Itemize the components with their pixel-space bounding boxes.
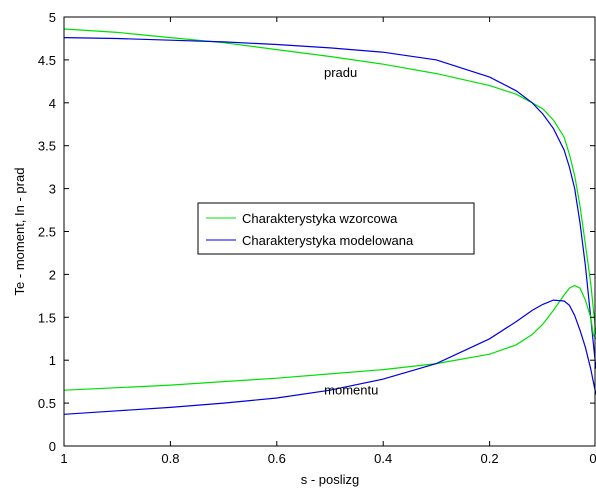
y-tick-label: 4.5 bbox=[38, 53, 56, 68]
series-line-1 bbox=[63, 37, 596, 369]
legend: Charakterystyka wzorcowa Charakterystyka… bbox=[197, 202, 475, 255]
x-tick-label: 1 bbox=[60, 451, 67, 466]
x-tick-label: 0.6 bbox=[268, 451, 286, 466]
y-tick-label: 1.5 bbox=[38, 310, 56, 325]
y-tick-label: 2.5 bbox=[38, 225, 56, 240]
x-axis-label: s - poslizg bbox=[301, 472, 360, 487]
annotation-momentu: momentu bbox=[324, 383, 378, 398]
legend-label-modelowana: Charakterystyka modelowana bbox=[242, 233, 414, 248]
y-axis-label: Te - moment, In - prad bbox=[12, 168, 27, 296]
y-tick-label: 0 bbox=[49, 439, 56, 454]
y-tick-label: 0.5 bbox=[38, 396, 56, 411]
x-tick-label: 0.8 bbox=[161, 451, 179, 466]
series-layer bbox=[63, 28, 596, 415]
legend-label-wzorcowa: Charakterystyka wzorcowa bbox=[242, 211, 398, 226]
annotation-layer: pradu momentu bbox=[324, 65, 378, 397]
x-tick-label: 0.2 bbox=[481, 451, 499, 466]
legend-box bbox=[197, 202, 475, 255]
annotation-pradu: pradu bbox=[324, 65, 357, 80]
y-tick-label: 3 bbox=[49, 182, 56, 197]
tick-layer: 1 0.8 0.6 0.4 0.2 0 0 0.5 1 1.5 2 2.5 3 3.5 4 4.5 5 bbox=[38, 10, 596, 466]
series-line-2 bbox=[63, 284, 596, 391]
y-tick-label: 3.5 bbox=[38, 139, 56, 154]
x-tick-label: 0 bbox=[589, 451, 596, 466]
y-tick-label: 5 bbox=[49, 10, 56, 25]
y-tick-label: 1 bbox=[49, 353, 56, 368]
series-line-3 bbox=[63, 299, 596, 415]
y-tick-label: 2 bbox=[49, 267, 56, 282]
x-tick-label: 0.4 bbox=[374, 451, 392, 466]
y-tick-label: 4 bbox=[49, 96, 56, 111]
